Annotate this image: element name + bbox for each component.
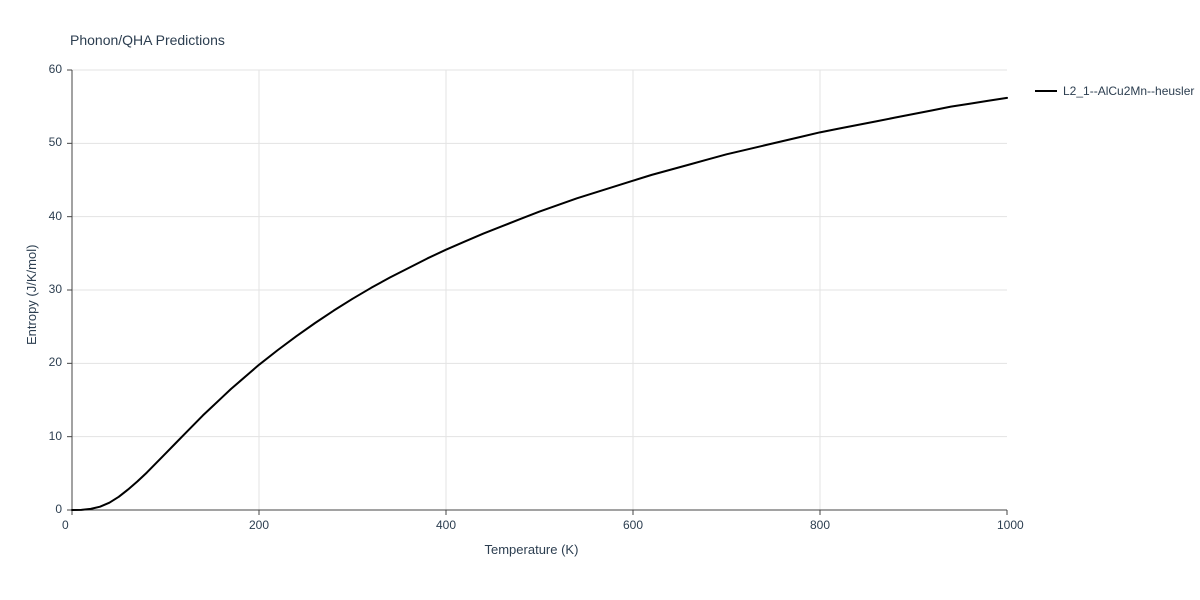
y-tick: 50 (32, 135, 62, 149)
x-tick: 0 (62, 518, 69, 532)
y-tick: 0 (32, 502, 62, 516)
y-tick: 30 (32, 282, 62, 296)
plot-area (0, 0, 1200, 600)
x-tick: 1000 (997, 518, 1024, 532)
x-tick: 800 (810, 518, 830, 532)
chart-container: { "chart": { "type": "line", "title": "P… (0, 0, 1200, 600)
y-tick: 20 (32, 355, 62, 369)
x-tick: 400 (436, 518, 456, 532)
x-tick: 200 (249, 518, 269, 532)
y-tick: 40 (32, 209, 62, 223)
x-tick: 600 (623, 518, 643, 532)
y-tick: 10 (32, 429, 62, 443)
y-tick: 60 (32, 62, 62, 76)
